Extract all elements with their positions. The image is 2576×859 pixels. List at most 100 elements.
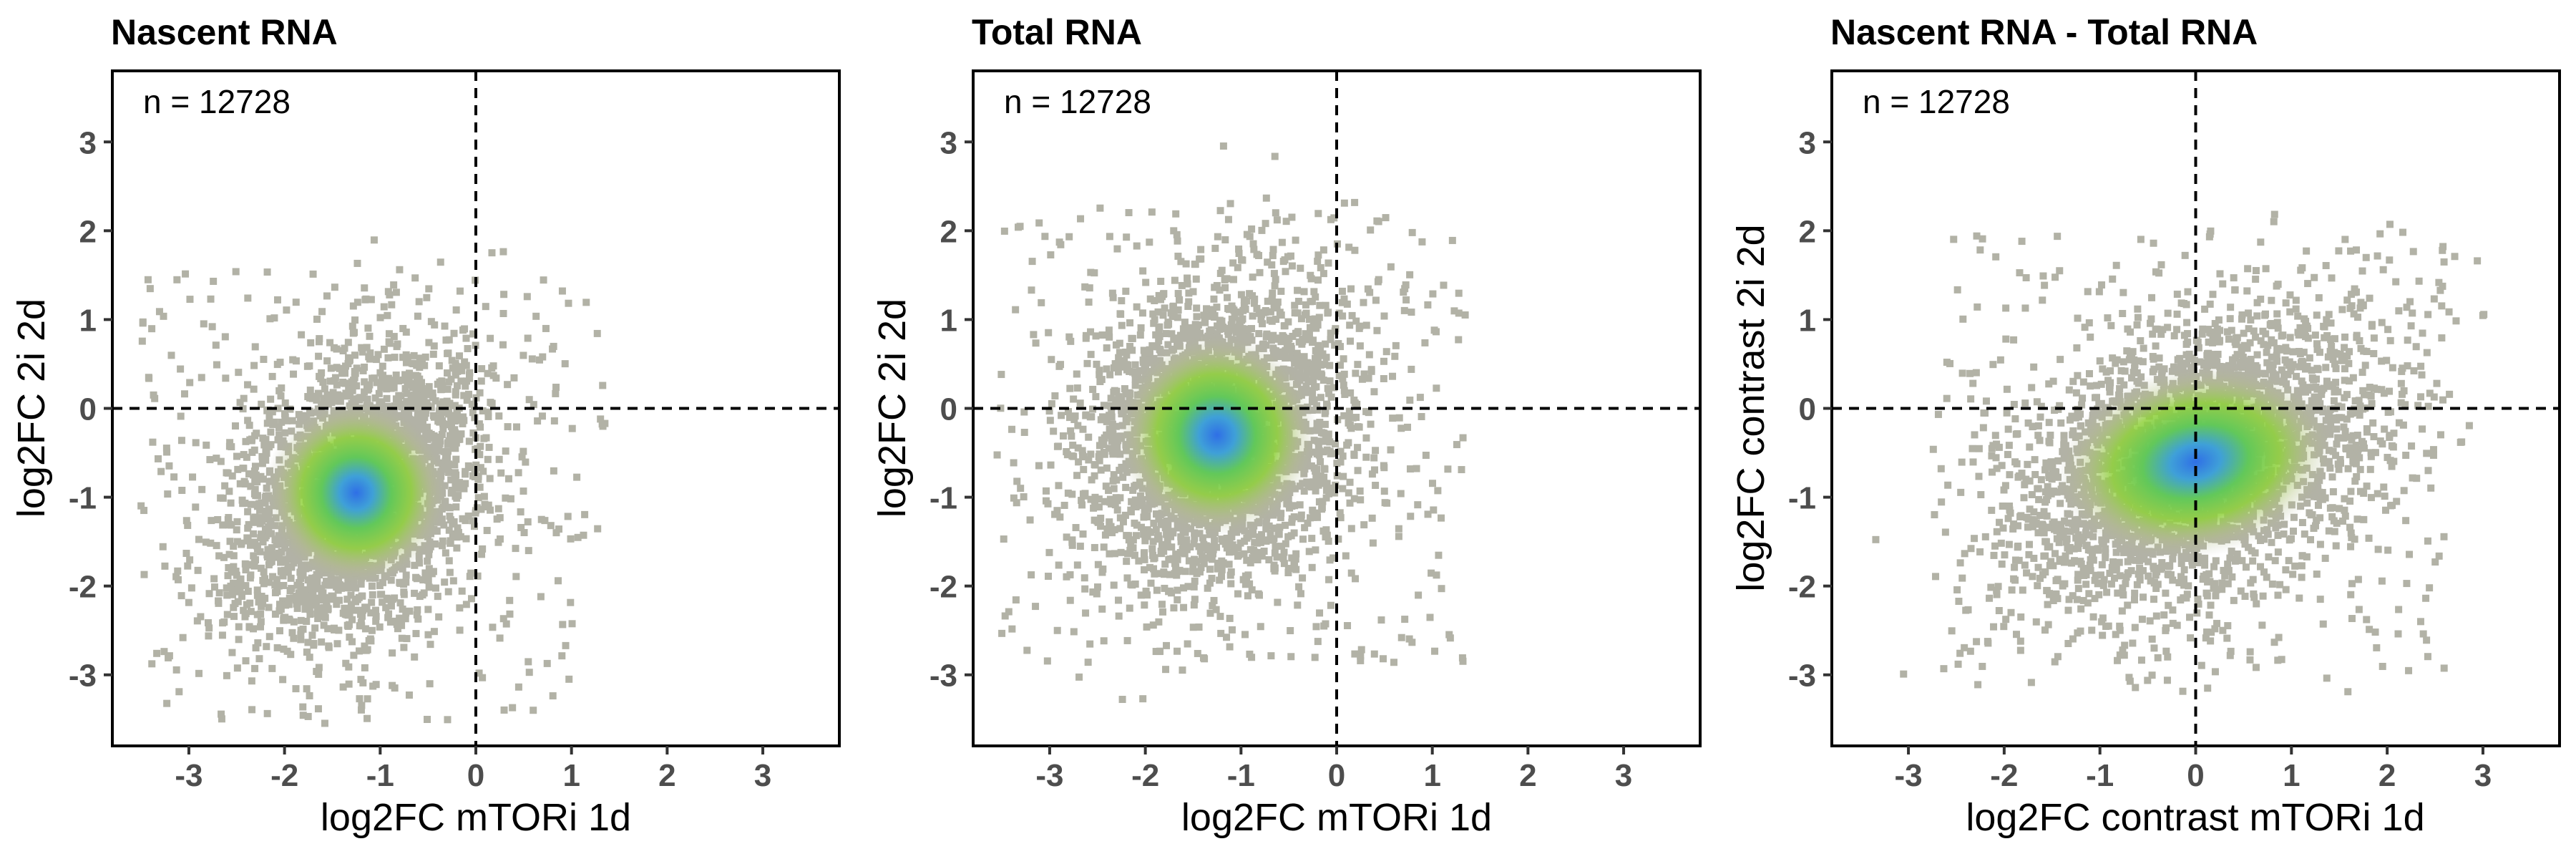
data-point (437, 402, 445, 410)
data-point (435, 433, 443, 441)
data-point (1184, 274, 1191, 282)
data-point (242, 582, 250, 590)
data-point (1309, 371, 1317, 379)
data-point (1087, 351, 1095, 359)
data-point (244, 588, 252, 596)
data-point (1326, 361, 1334, 369)
data-point (161, 562, 169, 570)
data-point (244, 524, 252, 532)
data-point (425, 285, 433, 293)
data-point (1073, 561, 1081, 569)
data-point (261, 534, 269, 542)
data-point (517, 508, 525, 516)
data-point (1272, 316, 1280, 324)
data-point (1113, 506, 1121, 514)
data-point (1240, 296, 1248, 304)
data-point (315, 664, 323, 671)
data-point (441, 322, 449, 330)
data-point (255, 655, 263, 663)
data-point (331, 626, 338, 634)
data-point (451, 461, 459, 469)
data-point (1304, 482, 1312, 490)
data-point (368, 598, 376, 606)
data-point (499, 248, 507, 256)
data-point (481, 500, 489, 508)
data-point (339, 683, 347, 691)
data-point (392, 288, 400, 296)
data-point (250, 530, 258, 538)
data-point (297, 626, 305, 634)
data-point (1046, 417, 1054, 424)
data-point (1095, 495, 1103, 503)
data-point (268, 664, 276, 672)
data-point (1063, 573, 1070, 581)
data-point (525, 396, 533, 404)
data-point (403, 397, 411, 405)
data-point (430, 628, 438, 636)
data-point (250, 467, 258, 475)
data-point (460, 392, 468, 399)
x-tick-label: -1 (366, 758, 394, 793)
data-point (484, 455, 492, 463)
data-point (235, 623, 243, 631)
data-point (1111, 526, 1118, 534)
data-point (441, 402, 449, 410)
data-point (1184, 302, 1192, 310)
data-point (414, 615, 422, 623)
data-point (288, 563, 296, 571)
data-point (219, 521, 227, 529)
data-point (340, 379, 348, 387)
data-point (1141, 549, 1148, 557)
data-point (1299, 574, 1307, 582)
data-point (259, 475, 267, 483)
data-point (318, 596, 326, 604)
data-point (1292, 236, 1299, 244)
data-point (138, 337, 146, 345)
data-point (1246, 290, 1254, 298)
data-point (1313, 509, 1321, 517)
data-point (1216, 316, 1224, 324)
data-point (417, 379, 425, 387)
data-point (177, 437, 185, 445)
data-point (242, 437, 250, 445)
data-point (344, 339, 352, 346)
data-point (383, 594, 391, 602)
data-point (1229, 541, 1236, 549)
data-point (192, 439, 200, 447)
data-point (1196, 329, 1204, 337)
data-point (457, 430, 465, 438)
data-point (392, 372, 400, 379)
data-point (1461, 311, 1469, 319)
data-point (552, 529, 560, 537)
data-point (248, 706, 256, 714)
data-point (542, 324, 550, 332)
data-point (235, 636, 243, 644)
data-point (1320, 465, 1328, 472)
data-point (159, 543, 167, 550)
data-point (1288, 262, 1296, 270)
data-point (245, 422, 253, 430)
data-point (203, 441, 210, 449)
data-point (1137, 324, 1145, 332)
data-point (459, 419, 467, 427)
data-point (240, 451, 248, 459)
data-point (1181, 319, 1189, 326)
data-point (235, 369, 243, 377)
data-point (554, 577, 562, 585)
data-point (462, 535, 470, 543)
data-point (445, 526, 453, 534)
data-point (519, 351, 527, 359)
data-point (228, 521, 235, 529)
data-point (435, 407, 443, 415)
data-point (1177, 538, 1185, 545)
data-point (1174, 290, 1182, 298)
data-point (348, 638, 356, 646)
data-point (1350, 495, 1358, 503)
data-point (318, 638, 326, 646)
data-point (1087, 328, 1095, 336)
data-point (1086, 640, 1094, 648)
data-point (398, 634, 406, 642)
data-point (574, 533, 582, 541)
data-point (1315, 451, 1323, 459)
data-point (260, 580, 268, 588)
